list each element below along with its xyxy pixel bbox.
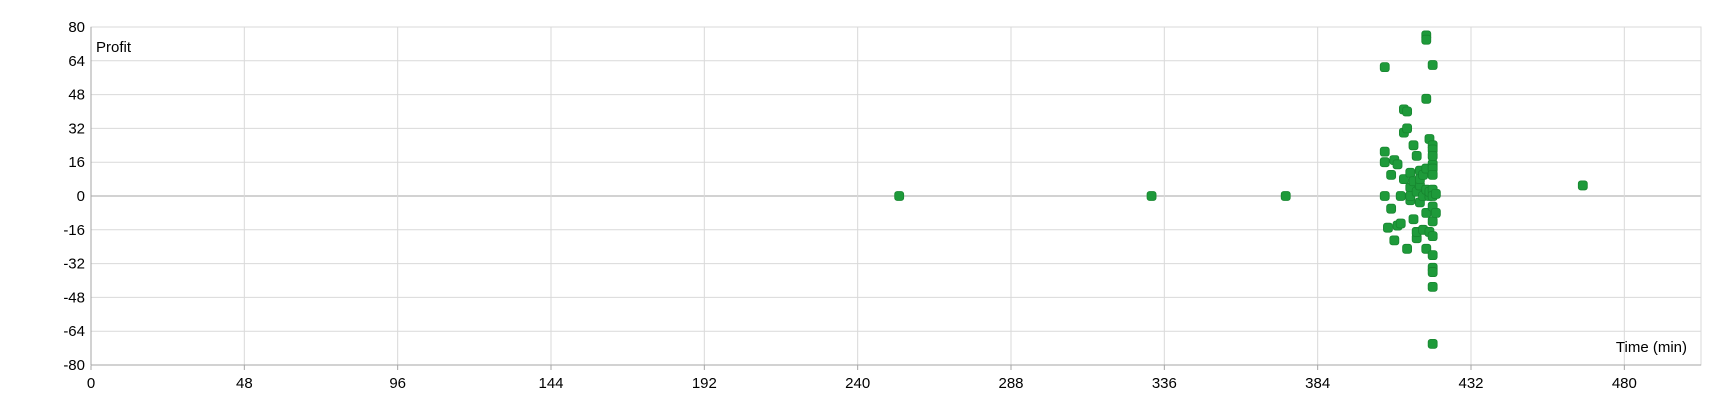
data-point	[1405, 167, 1416, 178]
y-tick-label: 64	[68, 53, 85, 70]
data-point	[1280, 191, 1291, 201]
y-tick-label: 80	[68, 19, 85, 36]
data-point	[1430, 188, 1441, 199]
x-tick-label: 0	[87, 375, 95, 392]
data-point	[1402, 243, 1413, 254]
data-point	[894, 191, 905, 201]
data-point	[1402, 123, 1413, 134]
y-tick-label: -32	[63, 256, 85, 273]
x-tick-label: 432	[1458, 375, 1483, 392]
data-point	[1408, 214, 1419, 225]
x-tick-label: 144	[538, 375, 563, 392]
data-point	[1577, 180, 1588, 191]
y-tick-label: 16	[68, 154, 85, 171]
data-point	[1427, 267, 1438, 277]
data-point	[1386, 169, 1397, 180]
data-point	[1408, 140, 1419, 151]
x-tick-label: 480	[1612, 375, 1637, 392]
data-point	[1430, 207, 1441, 218]
data-point	[1427, 169, 1438, 180]
y-tick-label: 32	[68, 120, 85, 137]
data-points	[894, 30, 1588, 349]
x-tick-label: 192	[692, 375, 717, 392]
y-tick-label: 0	[77, 188, 85, 205]
data-point	[1421, 34, 1432, 45]
x-tick-label: 48	[236, 375, 253, 392]
data-point	[1395, 191, 1406, 201]
y-tick-label: -80	[63, 357, 85, 374]
data-point	[1402, 106, 1413, 117]
data-point	[1383, 222, 1393, 233]
x-axis-title: Time (min)	[1616, 339, 1687, 356]
y-tick-label: 48	[68, 87, 85, 104]
data-point	[1421, 93, 1432, 104]
x-tick-label: 240	[845, 375, 870, 392]
data-point	[1427, 216, 1438, 227]
y-axis-title: Profit	[96, 39, 132, 56]
data-point	[1392, 159, 1403, 170]
x-tick-label: 384	[1305, 375, 1330, 392]
y-tick-label: -48	[63, 289, 85, 306]
x-tick-label: 96	[389, 375, 406, 392]
data-point	[1411, 150, 1422, 161]
data-point	[1389, 235, 1400, 246]
data-point	[1379, 62, 1390, 73]
data-point	[1427, 150, 1438, 161]
x-tick-label: 288	[998, 375, 1023, 392]
data-point	[1395, 218, 1406, 229]
data-point	[1427, 338, 1438, 349]
data-point	[1146, 191, 1157, 201]
x-tick-label: 336	[1152, 375, 1177, 392]
data-point	[1427, 231, 1438, 242]
data-point	[1379, 157, 1390, 168]
data-point	[1427, 250, 1438, 261]
y-tick-label: -16	[63, 222, 85, 239]
data-point	[1379, 191, 1390, 201]
data-point	[1427, 60, 1438, 70]
data-point	[1379, 146, 1390, 157]
y-tick-label: -64	[63, 323, 85, 340]
data-point	[1427, 281, 1438, 292]
data-point	[1386, 203, 1397, 214]
